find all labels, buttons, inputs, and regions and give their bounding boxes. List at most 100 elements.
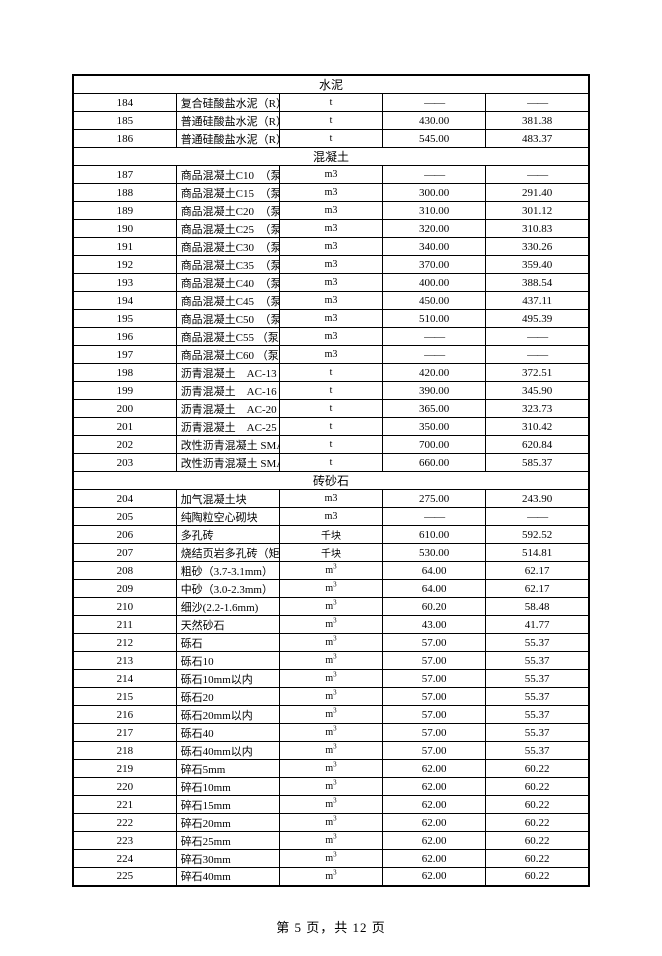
material-name: 沥青混凝土 AC-16	[176, 382, 279, 400]
row-id: 211	[73, 616, 176, 634]
row-id: 191	[73, 238, 176, 256]
price-2: 483.37	[486, 130, 589, 148]
price-1: 545.00	[383, 130, 486, 148]
unit: 千块	[279, 526, 382, 544]
row-id: 224	[73, 850, 176, 868]
row-id: 199	[73, 382, 176, 400]
material-name: 碎石20mm	[176, 814, 279, 832]
material-name: 商品混凝土C55 （泵送 到现场价）	[176, 328, 279, 346]
material-name: 改性沥青混凝土 SMA-13（掺聚脂或木质素）	[176, 436, 279, 454]
price-2: ——	[486, 166, 589, 184]
price-1: 420.00	[383, 364, 486, 382]
row-id: 198	[73, 364, 176, 382]
row-id: 201	[73, 418, 176, 436]
price-1: 450.00	[383, 292, 486, 310]
price-2: 381.38	[486, 112, 589, 130]
unit: t	[279, 454, 382, 472]
row-id: 213	[73, 652, 176, 670]
unit: m3	[279, 742, 382, 760]
unit: m3	[279, 760, 382, 778]
material-name: 商品混凝土C60 （泵送 到现场价）	[176, 346, 279, 364]
row-id: 214	[73, 670, 176, 688]
price-1: 530.00	[383, 544, 486, 562]
price-1: 57.00	[383, 724, 486, 742]
price-1: 320.00	[383, 220, 486, 238]
price-table: 水泥184复合硅酸盐水泥（R）32.5t————185普通硅酸盐水泥（R）42.…	[72, 74, 590, 887]
material-name: 砾石	[176, 634, 279, 652]
material-name: 天然砂石	[176, 616, 279, 634]
unit: m3	[279, 832, 382, 850]
material-name: 砾石40mm以内	[176, 742, 279, 760]
price-1: 57.00	[383, 688, 486, 706]
price-2: 55.37	[486, 634, 589, 652]
unit: m3	[279, 490, 382, 508]
price-1: 365.00	[383, 400, 486, 418]
row-id: 200	[73, 400, 176, 418]
page-footer: 第 5 页，共 12 页	[72, 917, 590, 936]
price-1: 62.00	[383, 778, 486, 796]
row-id: 189	[73, 202, 176, 220]
price-1: 62.00	[383, 850, 486, 868]
unit: t	[279, 400, 382, 418]
material-name: 改性沥青混凝土 SMA-16（掺聚脂或木质素）	[176, 454, 279, 472]
unit: m3	[279, 652, 382, 670]
price-1: 370.00	[383, 256, 486, 274]
material-name: 碎石40mm	[176, 868, 279, 886]
unit: m3	[279, 508, 382, 526]
material-name: 加气混凝土块	[176, 490, 279, 508]
price-2: 291.40	[486, 184, 589, 202]
material-name: 碎石15mm	[176, 796, 279, 814]
row-id: 209	[73, 580, 176, 598]
unit: m3	[279, 238, 382, 256]
material-name: 碎石10mm	[176, 778, 279, 796]
price-1: 510.00	[383, 310, 486, 328]
row-id: 203	[73, 454, 176, 472]
material-name: 商品混凝土C30 （泵送 到现场价）	[176, 238, 279, 256]
price-2: 60.22	[486, 850, 589, 868]
unit: m3	[279, 778, 382, 796]
price-1: 700.00	[383, 436, 486, 454]
price-2: 58.48	[486, 598, 589, 616]
price-2: 323.73	[486, 400, 589, 418]
unit: t	[279, 418, 382, 436]
material-name: 砾石20mm以内	[176, 706, 279, 724]
unit: t	[279, 130, 382, 148]
row-id: 220	[73, 778, 176, 796]
price-2: 585.37	[486, 454, 589, 472]
price-2: 55.37	[486, 670, 589, 688]
section-header: 砖砂石	[73, 472, 589, 490]
price-2: 437.11	[486, 292, 589, 310]
section-header: 水泥	[73, 75, 589, 94]
row-id: 185	[73, 112, 176, 130]
price-2: 55.37	[486, 724, 589, 742]
unit: t	[279, 436, 382, 454]
price-2: 388.54	[486, 274, 589, 292]
material-name: 商品混凝土C10 （泵送 到现场价）	[176, 166, 279, 184]
price-2: 359.40	[486, 256, 589, 274]
unit: t	[279, 364, 382, 382]
material-name: 粗砂（3.7-3.1mm）	[176, 562, 279, 580]
price-1: ——	[383, 94, 486, 112]
row-id: 186	[73, 130, 176, 148]
material-name: 沥青混凝土 AC-25	[176, 418, 279, 436]
row-id: 194	[73, 292, 176, 310]
price-1: 62.00	[383, 814, 486, 832]
row-id: 217	[73, 724, 176, 742]
unit: m3	[279, 274, 382, 292]
row-id: 223	[73, 832, 176, 850]
material-name: 烧结页岩多孔砖（矩形）	[176, 544, 279, 562]
price-1: 300.00	[383, 184, 486, 202]
material-name: 砾石10mm以内	[176, 670, 279, 688]
row-id: 195	[73, 310, 176, 328]
unit: m3	[279, 670, 382, 688]
price-2: ——	[486, 94, 589, 112]
material-name: 商品混凝土C20 （泵送 到现场价）	[176, 202, 279, 220]
price-1: 400.00	[383, 274, 486, 292]
unit: m3	[279, 220, 382, 238]
price-1: 62.00	[383, 760, 486, 778]
material-name: 中砂（3.0-2.3mm）	[176, 580, 279, 598]
unit: m3	[279, 850, 382, 868]
unit: t	[279, 94, 382, 112]
unit: 千块	[279, 544, 382, 562]
material-name: 沥青混凝土 AC-13	[176, 364, 279, 382]
